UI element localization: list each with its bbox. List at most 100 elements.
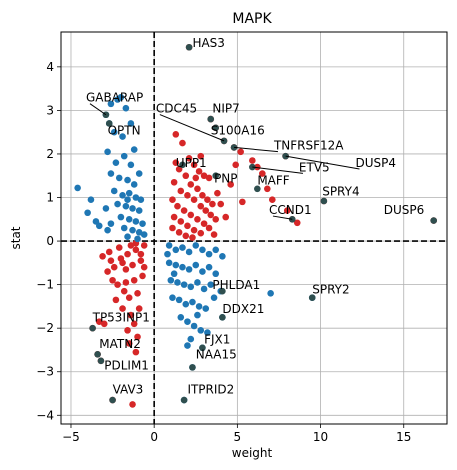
data-point <box>197 327 205 334</box>
data-point <box>135 207 143 214</box>
data-point <box>129 401 136 408</box>
data-point <box>199 246 206 254</box>
data-point <box>137 250 145 258</box>
y-tick-label: 2 <box>46 147 54 161</box>
annotated-point <box>254 185 261 193</box>
data-point <box>202 207 210 214</box>
annotation-leader <box>252 166 303 174</box>
x-axis-ticks: −5 0 5 10 15 <box>62 424 411 444</box>
data-point <box>137 196 145 203</box>
data-point <box>172 261 180 269</box>
data-point <box>132 246 140 254</box>
data-point <box>125 294 133 301</box>
annotation-label: DDX21 <box>222 302 264 316</box>
annotation-label: TNFRSF12A <box>273 139 344 153</box>
data-point <box>169 294 176 301</box>
data-point <box>129 205 136 212</box>
data-point <box>264 185 271 193</box>
data-point <box>207 211 215 219</box>
data-point <box>129 226 136 234</box>
data-point <box>185 155 193 162</box>
data-point <box>182 232 190 240</box>
y-tick-label: −1 <box>36 278 54 292</box>
data-point <box>124 327 131 334</box>
annotated-point <box>288 215 296 223</box>
data-point <box>95 318 103 325</box>
data-point <box>182 172 190 180</box>
data-point <box>107 257 115 264</box>
data-point <box>127 242 135 249</box>
data-point <box>117 255 125 262</box>
data-point <box>167 276 175 284</box>
data-point <box>204 329 211 336</box>
data-point <box>165 259 173 267</box>
data-point <box>112 159 120 166</box>
data-point <box>184 222 191 230</box>
annotation-leader <box>159 114 225 142</box>
y-tick-label: −4 <box>36 408 54 422</box>
data-point <box>259 170 266 177</box>
data-point <box>124 196 131 203</box>
data-point <box>115 244 123 251</box>
data-point <box>239 198 246 206</box>
plot-frame <box>60 31 448 425</box>
data-point <box>180 207 188 214</box>
data-point <box>122 104 130 112</box>
data-point <box>87 196 95 203</box>
annotated-point <box>320 197 328 205</box>
data-point <box>122 266 130 273</box>
annotated-point <box>212 172 220 180</box>
data-point <box>170 270 178 278</box>
annotated-point <box>430 217 437 224</box>
x-tick-label: −5 <box>62 430 80 444</box>
annotated-point <box>105 120 113 127</box>
annotation-label: PDLIM1 <box>104 359 149 373</box>
data-point <box>179 139 186 147</box>
annotation-label: PNP <box>214 171 237 185</box>
annotation-label: SPRY2 <box>312 282 349 296</box>
annotated-point <box>199 344 206 352</box>
data-point <box>124 176 131 184</box>
data-point <box>210 231 218 238</box>
data-point <box>140 242 148 249</box>
data-point <box>174 279 181 286</box>
data-point <box>205 250 213 258</box>
annotation-label: S100A16 <box>211 123 265 137</box>
data-point <box>212 246 220 254</box>
data-point <box>125 189 133 197</box>
data-point <box>122 279 130 286</box>
annotation-label: NAA15 <box>196 348 237 362</box>
data-point <box>194 279 201 286</box>
data-point <box>139 220 146 227</box>
data-point <box>135 305 143 312</box>
data-point <box>175 229 183 236</box>
data-point <box>187 283 195 291</box>
data-point <box>177 313 185 321</box>
data-point <box>205 174 213 182</box>
data-point <box>217 200 225 208</box>
data-point <box>237 148 244 156</box>
data-point <box>227 181 235 188</box>
y-tick-label: 3 <box>46 103 54 117</box>
reference-lines <box>61 32 447 424</box>
y-tick-label: 0 <box>46 234 54 248</box>
annotation-label: OPTN <box>108 123 141 137</box>
annotation-label: HAS3 <box>192 36 224 50</box>
annotation-label: GABARAP <box>86 91 143 105</box>
data-point <box>192 242 200 249</box>
annotation-label: ETV5 <box>299 160 330 174</box>
data-point <box>214 189 221 197</box>
annotated-point <box>89 324 96 332</box>
data-point <box>175 296 183 304</box>
data-point <box>164 250 171 258</box>
annotation-leader <box>233 146 279 153</box>
data-point <box>180 281 188 288</box>
data-point <box>84 209 91 217</box>
data-point <box>107 220 115 227</box>
data-point <box>135 170 143 177</box>
data-point <box>194 311 201 319</box>
data-point <box>110 128 118 136</box>
annotation-label: PHLDA1 <box>212 278 260 292</box>
data-point <box>127 120 135 127</box>
